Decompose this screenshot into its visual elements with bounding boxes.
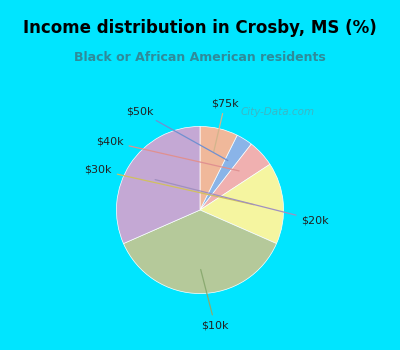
Wedge shape [200, 144, 270, 210]
Wedge shape [116, 126, 200, 244]
Text: $50k: $50k [126, 106, 228, 161]
Wedge shape [200, 126, 237, 210]
Text: $40k: $40k [96, 136, 239, 171]
Wedge shape [200, 164, 284, 244]
Text: City-Data.com: City-Data.com [241, 107, 315, 117]
Text: Black or African American residents: Black or African American residents [74, 51, 326, 64]
Wedge shape [124, 210, 276, 294]
Wedge shape [200, 135, 251, 210]
Text: $30k: $30k [84, 165, 254, 205]
Text: Income distribution in Crosby, MS (%): Income distribution in Crosby, MS (%) [23, 19, 377, 37]
Text: $20k: $20k [155, 180, 329, 225]
Text: $75k: $75k [211, 98, 239, 152]
Text: $10k: $10k [201, 270, 229, 330]
